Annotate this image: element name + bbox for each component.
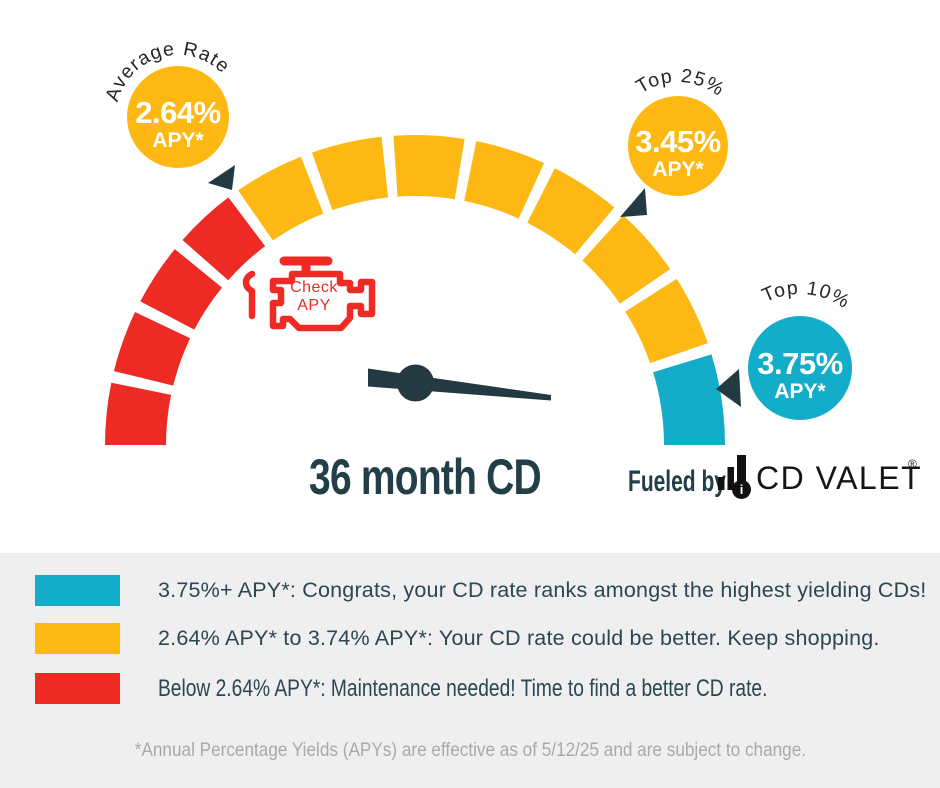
badge-top25-label: Top 25% <box>632 65 728 101</box>
average-rate-arrow-icon <box>208 165 235 190</box>
gauge-title: 36 month CD <box>309 448 541 505</box>
top10-arrow-icon <box>716 369 741 407</box>
gauge-segment <box>582 215 671 304</box>
gauge-needle <box>368 364 551 402</box>
gauge-segment <box>527 168 615 255</box>
legend-text-middle: 2.64% APY* to 3.74% APY*: Your CD rate c… <box>158 626 880 650</box>
badge-top10: Top 10% 3.75% APY* <box>748 277 854 420</box>
gauge-segment <box>625 278 708 364</box>
check-engine-text-line2: APY <box>297 297 331 314</box>
engine-dipstick <box>242 270 256 320</box>
needle-pointer <box>368 368 551 401</box>
gauge-segments <box>104 135 725 445</box>
legend-swatch-teal <box>35 575 120 606</box>
gauge-segment <box>113 312 191 386</box>
badge-top25-circle <box>628 96 728 196</box>
badge-average-rate: Average Rate 2.64% APY* <box>101 38 233 168</box>
gauge-segment <box>104 382 172 445</box>
cd-valet-wordmark: CD VALET <box>756 460 922 496</box>
legend-swatch-red <box>35 673 120 704</box>
registered-trademark-symbol: ® <box>908 457 917 471</box>
top25-arrow-icon <box>620 188 647 217</box>
badge-top25-apy: APY* <box>652 158 704 181</box>
badge-top10-value: 3.75% <box>757 346 842 381</box>
cd-valet-logo-icon: i <box>718 455 751 499</box>
badge-top10-label: Top 10% <box>759 277 854 313</box>
gauge-segment <box>238 156 324 241</box>
legend-row-below-average: Below 2.64% APY*: Maintenance needed! Ti… <box>35 673 920 704</box>
legend-text-top10: 3.75%+ APY*: Congrats, your CD rate rank… <box>158 578 927 602</box>
brand-bar: Fueled by i CD VALET ® <box>628 455 922 499</box>
footnote-wrap: *Annual Percentage Yields (APYs) are eff… <box>0 739 940 762</box>
engine-body <box>269 270 376 332</box>
apy-disclaimer: *Annual Percentage Yields (APYs) are eff… <box>134 739 806 761</box>
gauge-segment <box>140 249 222 330</box>
gauge-segment <box>312 136 389 211</box>
gauge-chart: Check APY Average Rate 2.64% APY* Top 25… <box>101 38 922 505</box>
legend-row-top10: 3.75%+ APY*: Congrats, your CD rate rank… <box>35 575 926 606</box>
gauge-segment <box>653 354 725 445</box>
badge-average-rate-value: 2.64% <box>135 95 220 130</box>
check-engine-icon <box>242 256 376 332</box>
fueled-by-label: Fueled by <box>628 466 726 498</box>
cd-valet-logo-letter: i <box>740 482 744 497</box>
badge-average-rate-apy: APY* <box>152 129 204 152</box>
gauge-segment <box>182 197 266 281</box>
badge-top25: Top 25% 3.45% APY* <box>628 65 728 196</box>
badge-top25-value: 3.45% <box>635 124 720 159</box>
legend-swatch-yellow <box>35 623 120 654</box>
gauge-segment <box>464 141 544 219</box>
needle-hub <box>397 364 434 402</box>
legend-panel: 3.75%+ APY*: Congrats, your CD rate rank… <box>0 553 940 788</box>
legend-row-middle: 2.64% APY* to 3.74% APY*: Your CD rate c… <box>35 623 880 654</box>
legend-text-below-average: Below 2.64% APY*: Maintenance needed! Ti… <box>158 674 768 702</box>
check-engine-text-line1: Check <box>290 279 338 296</box>
badge-top10-circle <box>748 316 852 420</box>
badge-average-rate-circle <box>127 66 229 168</box>
gauge-segment <box>393 135 465 200</box>
badge-top10-apy: APY* <box>774 380 826 403</box>
